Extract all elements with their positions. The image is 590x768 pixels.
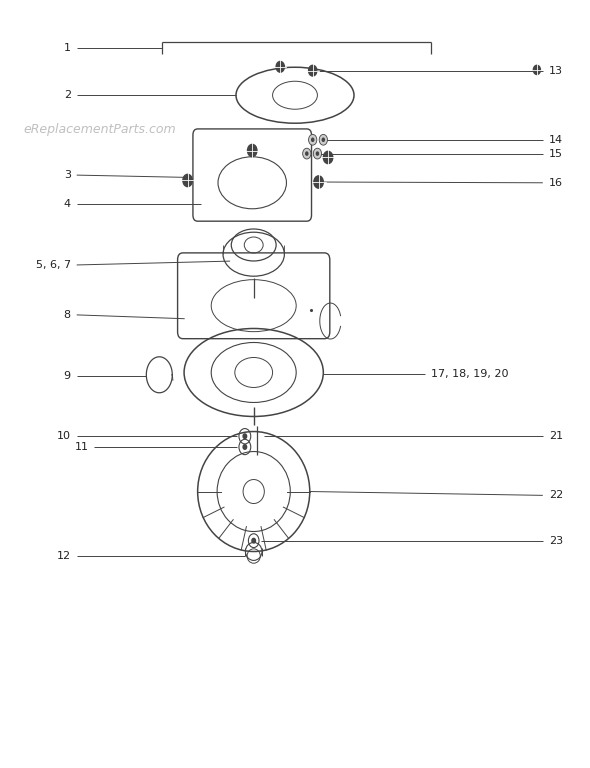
Text: 22: 22 bbox=[549, 490, 563, 501]
Circle shape bbox=[323, 151, 333, 164]
Circle shape bbox=[243, 434, 247, 439]
Text: 10: 10 bbox=[57, 431, 71, 442]
Text: 17, 18, 19, 20: 17, 18, 19, 20 bbox=[431, 369, 508, 379]
Text: 11: 11 bbox=[74, 442, 88, 452]
Circle shape bbox=[309, 134, 317, 145]
Text: 2: 2 bbox=[64, 90, 71, 101]
Circle shape bbox=[303, 148, 311, 159]
Text: 21: 21 bbox=[549, 431, 563, 442]
Circle shape bbox=[313, 148, 322, 159]
Text: 9: 9 bbox=[64, 371, 71, 382]
Circle shape bbox=[305, 151, 309, 156]
Text: 1: 1 bbox=[64, 42, 71, 53]
Text: 8: 8 bbox=[64, 310, 71, 320]
Circle shape bbox=[248, 144, 257, 157]
Circle shape bbox=[311, 137, 314, 142]
Text: 3: 3 bbox=[64, 170, 71, 180]
Circle shape bbox=[533, 65, 540, 74]
Text: 4: 4 bbox=[64, 198, 71, 209]
Circle shape bbox=[183, 174, 192, 187]
Text: 12: 12 bbox=[57, 551, 71, 561]
Circle shape bbox=[322, 137, 325, 142]
Circle shape bbox=[252, 538, 255, 543]
Text: eReplacementParts.com: eReplacementParts.com bbox=[24, 123, 176, 135]
Text: 5, 6, 7: 5, 6, 7 bbox=[35, 260, 71, 270]
Circle shape bbox=[276, 61, 284, 72]
Circle shape bbox=[319, 134, 327, 145]
Circle shape bbox=[314, 176, 323, 188]
Text: 23: 23 bbox=[549, 535, 563, 546]
Text: 13: 13 bbox=[549, 65, 563, 76]
Text: 14: 14 bbox=[549, 134, 563, 145]
Circle shape bbox=[309, 65, 317, 76]
Text: 15: 15 bbox=[549, 148, 563, 159]
Text: 16: 16 bbox=[549, 177, 563, 188]
Circle shape bbox=[243, 445, 247, 449]
Circle shape bbox=[316, 151, 319, 156]
